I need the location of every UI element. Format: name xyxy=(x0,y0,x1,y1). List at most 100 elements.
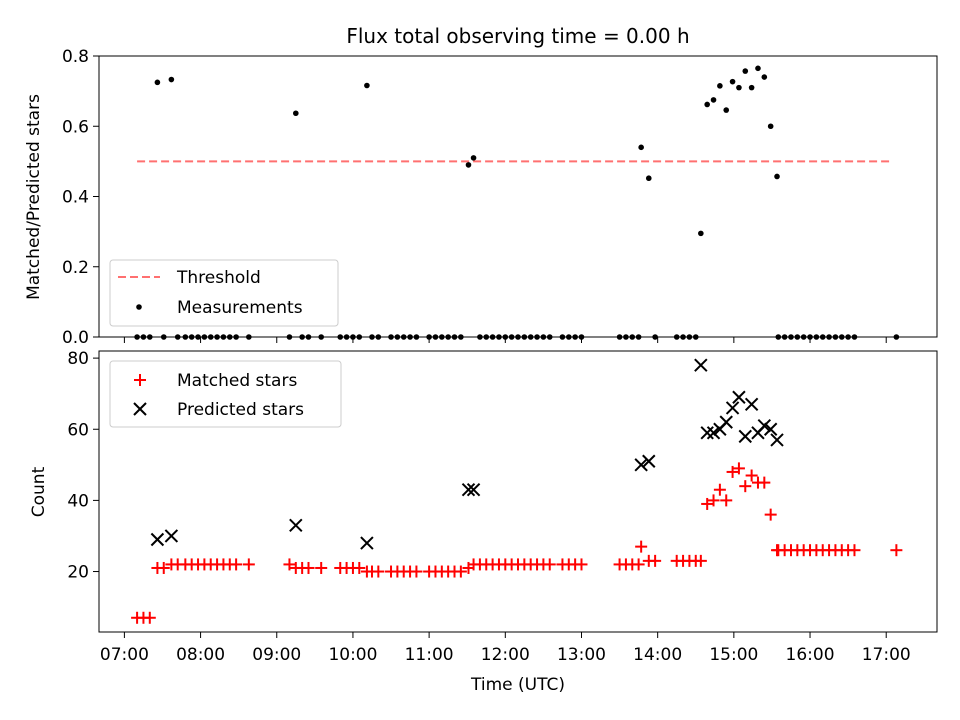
predicted-star-point xyxy=(634,458,648,472)
predicted-star-point xyxy=(289,518,303,532)
matched-star-point xyxy=(726,465,739,478)
x-tick-label: 16:00 xyxy=(786,645,835,665)
matched-star-point xyxy=(353,561,366,574)
predicted-star-point xyxy=(694,358,708,372)
y-tick-label: 0.6 xyxy=(62,117,89,137)
y-tick-label: 0.0 xyxy=(62,328,89,348)
x-tick-label: 17:00 xyxy=(862,645,911,665)
y-tick-label: 20 xyxy=(67,563,89,583)
predicted-star-point xyxy=(725,401,740,415)
matched-star-point xyxy=(242,558,255,571)
top-legend: Threshold Measurements xyxy=(109,259,339,327)
matched-star-point xyxy=(372,565,385,578)
matched-star-point xyxy=(848,544,861,557)
bottom-legend: Matched stars Predicted stars xyxy=(109,360,342,428)
matched-star-point xyxy=(713,483,726,496)
measurement-point xyxy=(465,162,472,168)
legend-matched-swatch xyxy=(134,374,146,386)
matched-star-point xyxy=(230,558,243,571)
predicted-star-point xyxy=(700,426,714,440)
measurement-point xyxy=(761,74,768,80)
x-tick-label: 13:00 xyxy=(557,645,606,665)
y-tick-label: 40 xyxy=(67,491,89,511)
top-axes-frame xyxy=(98,55,938,338)
matched-star-point xyxy=(745,469,758,482)
matched-star-point xyxy=(649,554,662,567)
y-tick-label: 0.4 xyxy=(62,188,89,208)
predicted-star-point xyxy=(757,418,772,433)
predicted-star-point xyxy=(150,532,165,547)
predicted-star-point xyxy=(770,433,784,447)
bottom-panel: 20 40 60 80 07:00 08:00 09:00 10:00 11:00 12:00 1… xyxy=(29,349,938,695)
matched-star-point xyxy=(890,544,903,557)
y-tick-label: 0.8 xyxy=(62,47,89,67)
predicted-star-point xyxy=(164,529,179,543)
predicted-star-point xyxy=(461,483,476,497)
measurement-point xyxy=(774,173,780,180)
measurement-point xyxy=(748,84,755,91)
predicted-star-point xyxy=(360,536,374,550)
legend-matched-label: Matched stars xyxy=(177,371,297,391)
bottom-axes-frame xyxy=(98,350,938,633)
measurement-point xyxy=(470,155,477,161)
top-panel: 0.00.20.40.60.8 Matched/Predicted stars … xyxy=(24,47,938,348)
measurement-point xyxy=(293,110,299,117)
y-tick-label: 80 xyxy=(67,349,89,369)
matched-star-point xyxy=(543,558,556,571)
predicted-star-point xyxy=(744,397,759,412)
bottom-plot-area xyxy=(131,358,903,624)
matched-star-point xyxy=(720,494,733,507)
top-legend-box xyxy=(109,259,339,327)
measurement-point xyxy=(698,230,704,237)
x-tick-label: 14:00 xyxy=(633,645,682,665)
matched-star-point xyxy=(143,611,156,624)
x-tick-label: 11:00 xyxy=(405,645,454,665)
matched-star-point xyxy=(701,497,714,510)
x-axis-label: Time (UTC) xyxy=(470,675,565,695)
legend-threshold-label: Threshold xyxy=(176,268,261,288)
bottom-y-ticks: 20 40 60 80 xyxy=(67,349,99,583)
bottom-y-axis-label: Count xyxy=(29,466,49,517)
matched-star-point xyxy=(157,561,170,574)
measurement-point xyxy=(645,175,652,182)
legend-predicted-swatch xyxy=(133,402,147,416)
x-tick-label: 07:00 xyxy=(100,645,149,665)
predicted-star-point xyxy=(738,429,752,444)
legend-predicted-label: Predicted stars xyxy=(177,400,304,420)
matched-star-point xyxy=(283,558,296,571)
top-y-ticks: 0.0 0.2 0.4 0.6 0.8 xyxy=(62,47,99,348)
measurement-point xyxy=(154,79,161,86)
bottom-x-ticks: 07:00 08:00 09:00 10:00 11:00 12:00 13:00 14:00… xyxy=(100,632,911,665)
matched-star-point xyxy=(707,494,720,507)
matched-star-point xyxy=(758,476,771,489)
predicted-star-point xyxy=(763,422,778,436)
x-tick-label: 08:00 xyxy=(176,645,225,665)
chart-title: Flux total observing time = 0.00 h xyxy=(346,24,689,48)
bottom-legend-box xyxy=(109,360,342,428)
top-plot-area xyxy=(134,65,900,340)
predicted-star-point xyxy=(732,390,746,404)
legend-measurements-swatch xyxy=(136,304,142,310)
matched-star-point xyxy=(410,565,423,578)
measurement-point xyxy=(717,83,723,89)
x-tick-label: 09:00 xyxy=(252,645,301,665)
matched-star-point xyxy=(632,558,645,571)
measurement-point xyxy=(736,84,742,91)
matched-star-point xyxy=(454,565,467,578)
matched-star-point xyxy=(739,480,752,493)
x-tick-label: 10:00 xyxy=(328,645,377,665)
top-y-axis-label: Matched/Predicted stars xyxy=(24,94,44,300)
measurement-point xyxy=(710,97,717,103)
matched-star-point xyxy=(302,561,315,574)
matched-star-point xyxy=(575,558,588,571)
measurement-point xyxy=(168,76,175,83)
measurement-point xyxy=(767,123,774,130)
predicted-star-point xyxy=(642,454,656,468)
predicted-star-point xyxy=(706,426,721,440)
measurement-point xyxy=(723,107,730,113)
y-tick-label: 60 xyxy=(67,420,89,440)
matched-star-point xyxy=(635,540,648,553)
legend-measurements-label: Measurements xyxy=(177,298,303,318)
predicted-star-point xyxy=(719,415,733,429)
